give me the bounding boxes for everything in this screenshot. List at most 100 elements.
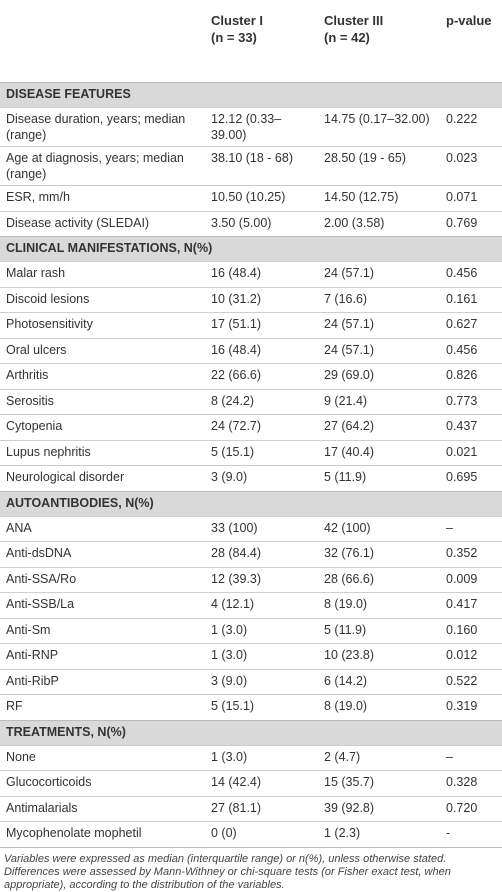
cell: 0.627 [440, 312, 502, 338]
column-name: p-value [446, 13, 492, 28]
cell: 12 (39.3) [205, 566, 318, 593]
header-cell: Cluster III (n = 42) [318, 0, 440, 83]
cell: 0.319 [440, 694, 502, 720]
data-row: ESR, mm/h 10.50 (10.25) 14.50 (12.75) 0.071 [0, 185, 502, 211]
data-row: Lupus nephritis 5 (15.1) 17 (40.4) 0.021 [0, 439, 502, 466]
cell: 38.10 (18 - 68) [205, 146, 318, 186]
row-label: Anti-dsDNA [0, 541, 205, 567]
data-row: Disease duration, years; median (range) 1… [0, 107, 502, 147]
row-label: RF [0, 694, 205, 720]
cell: 5 (11.9) [318, 465, 440, 491]
cell: 0.161 [440, 286, 502, 313]
cell: 8 (24.2) [205, 388, 318, 415]
cell: 24 (57.1) [318, 312, 440, 338]
cell: 0.071 [440, 185, 502, 211]
section-row: TREATMENTS, N(%) [0, 719, 502, 745]
row-label: Antimalarials [0, 795, 205, 822]
cell: 27 (64.2) [318, 414, 440, 440]
data-row: Photosensitivity 17 (51.1) 24 (57.1) 0.627 [0, 312, 502, 338]
cell: 12.12 (0.33–39.00) [205, 107, 318, 147]
cell: 42 (100) [318, 515, 440, 542]
cell: – [440, 515, 502, 542]
data-row: Mycophenolate mophetil 0 (0) 1 (2.3) - [0, 821, 502, 848]
cell: 0.695 [440, 465, 502, 491]
data-row: Malar rash 16 (48.4) 24 (57.1) 0.456 [0, 261, 502, 287]
cell: 0.522 [440, 668, 502, 695]
cell: – [440, 744, 502, 771]
column-name: Cluster I [211, 13, 264, 28]
header-cell: Cluster I (n = 33) [205, 0, 318, 83]
cell: 0.456 [440, 261, 502, 287]
cell: 0.012 [440, 643, 502, 669]
cell: 0 (0) [205, 821, 318, 848]
row-label: Anti-SSA/Ro [0, 566, 205, 593]
data-row: Anti-SSB/La 4 (12.1) 8 (19.0) 0.417 [0, 592, 502, 618]
cell: 10 (31.2) [205, 286, 318, 313]
data-row: Anti-SSA/Ro 12 (39.3) 28 (66.6) 0.009 [0, 566, 502, 593]
data-row: Discoid lesions 10 (31.2) 7 (16.6) 0.161 [0, 286, 502, 313]
data-row: Neurological disorder 3 (9.0) 5 (11.9) 0.69… [0, 465, 502, 491]
row-label: Lupus nephritis [0, 439, 205, 466]
cell: 1 (2.3) [318, 821, 440, 848]
column-n: (n = 42) [324, 30, 370, 45]
row-label: Malar rash [0, 261, 205, 287]
row-label: Anti-Sm [0, 617, 205, 644]
cell: 3 (9.0) [205, 465, 318, 491]
table-body: DISEASE FEATURES Disease duration, years;… [0, 82, 502, 848]
section-row: AUTOANTIBODIES, N(%) [0, 490, 502, 516]
cell: 0.160 [440, 617, 502, 644]
cell: 7 (16.6) [318, 286, 440, 313]
cell: 4 (12.1) [205, 592, 318, 618]
cell: 16 (48.4) [205, 261, 318, 287]
cell: 10.50 (10.25) [205, 185, 318, 211]
row-label: ESR, mm/h [0, 185, 205, 211]
row-label: Age at diagnosis, years; median (range) [0, 146, 205, 186]
data-row: Cytopenia 24 (72.7) 27 (64.2) 0.437 [0, 414, 502, 440]
cell: 5 (11.9) [318, 617, 440, 644]
cell: 14.50 (12.75) [318, 185, 440, 211]
data-row: Anti-dsDNA 28 (84.4) 32 (76.1) 0.352 [0, 541, 502, 567]
cell: 17 (40.4) [318, 439, 440, 466]
cell: 14 (42.4) [205, 770, 318, 796]
cell: 10 (23.8) [318, 643, 440, 669]
data-row: Arthritis 22 (66.6) 29 (69.0) 0.826 [0, 363, 502, 389]
row-label: ANA [0, 515, 205, 542]
cell: 14.75 (0.17–32.00) [318, 107, 440, 147]
data-table: Cluster I (n = 33) Cluster III (n = 42) p-… [0, 0, 502, 848]
cell: 28 (84.4) [205, 541, 318, 567]
row-label: Cytopenia [0, 414, 205, 440]
row-label: Photosensitivity [0, 312, 205, 338]
data-row: Oral ulcers 16 (48.4) 24 (57.1) 0.456 [0, 337, 502, 364]
section-title: DISEASE FEATURES [0, 82, 502, 108]
row-label: Oral ulcers [0, 337, 205, 364]
data-row: Antimalarials 27 (81.1) 39 (92.8) 0.720 [0, 795, 502, 822]
cell: 24 (72.7) [205, 414, 318, 440]
cell: 28 (66.6) [318, 566, 440, 593]
cell: 0.352 [440, 541, 502, 567]
section-title: TREATMENTS, N(%) [0, 719, 502, 745]
header-row: Cluster I (n = 33) Cluster III (n = 42) p-… [0, 0, 502, 83]
cell: 0.023 [440, 146, 502, 186]
cell: - [440, 821, 502, 848]
row-label: Anti-SSB/La [0, 592, 205, 618]
cell: 0.222 [440, 107, 502, 147]
cell: 0.769 [440, 210, 502, 237]
cell: 0.773 [440, 388, 502, 415]
data-row: Age at diagnosis, years; median (range) 3… [0, 146, 502, 186]
cell: 32 (76.1) [318, 541, 440, 567]
data-row: Anti-RibP 3 (9.0) 6 (14.2) 0.522 [0, 668, 502, 695]
data-row: RF 5 (15.1) 8 (19.0) 0.319 [0, 694, 502, 720]
cell: 0.328 [440, 770, 502, 796]
row-label: Discoid lesions [0, 286, 205, 313]
row-label: Mycophenolate mophetil [0, 821, 205, 848]
cell: 22 (66.6) [205, 363, 318, 389]
section-row: DISEASE FEATURES [0, 82, 502, 108]
cell: 0.009 [440, 566, 502, 593]
column-n: (n = 33) [211, 30, 257, 45]
cell: 3.50 (5.00) [205, 210, 318, 237]
row-label: Arthritis [0, 363, 205, 389]
row-label: None [0, 744, 205, 771]
data-row: Glucocorticoids 14 (42.4) 15 (35.7) 0.328 [0, 770, 502, 796]
cell: 1 (3.0) [205, 643, 318, 669]
